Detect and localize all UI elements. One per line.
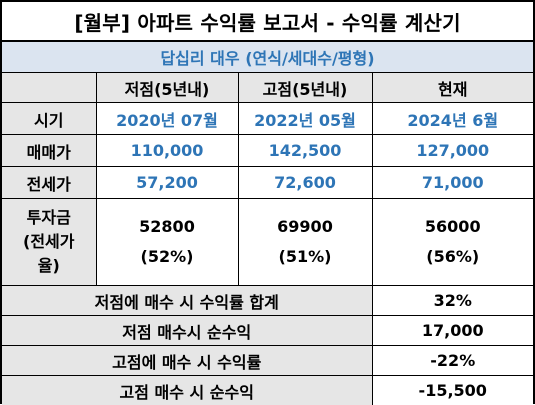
summary-label: 고점 매수 시 순수익	[2, 376, 372, 405]
investment-row: 투자금 (전세가 율) 52800 (52%) 69900 (51%) 5600…	[2, 199, 533, 286]
investment-ratio: (52%)	[97, 242, 238, 272]
summary-value: 32%	[372, 286, 533, 316]
sale-price-row: 매매가 110,000 142,500 127,000	[2, 135, 533, 167]
report-title: [월부] 아파트 수익률 보고서 - 수익률 계산기	[2, 2, 533, 42]
summary-row: 저점에 매수 시 수익률 합계 32%	[2, 286, 533, 316]
jeonse-price-low: 57,200	[96, 167, 238, 199]
investment-low: 52800 (52%)	[96, 199, 238, 286]
sale-price-low: 110,000	[96, 135, 238, 167]
investment-amount: 56000	[373, 212, 534, 242]
summary-row: 저점 매수시 순수익 17,000	[2, 316, 533, 346]
period-low: 2020년 07월	[96, 103, 238, 135]
investment-label-line: 투자금	[2, 206, 96, 230]
header-row: 저점(5년내) 고점(5년내) 현재	[2, 73, 533, 103]
header-high: 고점(5년내)	[238, 73, 372, 103]
summary-label: 저점에 매수 시 수익률 합계	[2, 286, 372, 316]
period-high: 2022년 05월	[238, 103, 372, 135]
jeonse-price-label: 전세가	[2, 167, 96, 199]
period-label: 시기	[2, 103, 96, 135]
summary-value: 17,000	[372, 316, 533, 346]
investment-ratio: (51%)	[239, 242, 372, 272]
investment-label-line: 율)	[2, 254, 96, 278]
jeonse-price-current: 71,000	[372, 167, 533, 199]
jeonse-price-high: 72,600	[238, 167, 372, 199]
investment-label-line: (전세가	[2, 230, 96, 254]
summary-label: 고점에 매수 시 수익률	[2, 346, 372, 376]
apartment-subtitle: 답십리 대우 (연식/세대수/평형)	[2, 42, 533, 73]
investment-current: 56000 (56%)	[372, 199, 533, 286]
sale-price-high: 142,500	[238, 135, 372, 167]
investment-amount: 52800	[97, 212, 238, 242]
sale-price-current: 127,000	[372, 135, 533, 167]
summary-label: 저점 매수시 순수익	[2, 316, 372, 346]
header-low: 저점(5년내)	[96, 73, 238, 103]
price-table: 저점(5년내) 고점(5년내) 현재 시기 2020년 07월 2022년 05…	[2, 73, 533, 405]
summary-value: -22%	[372, 346, 533, 376]
investment-label: 투자금 (전세가 율)	[2, 199, 96, 286]
investment-ratio: (56%)	[373, 242, 534, 272]
jeonse-price-row: 전세가 57,200 72,600 71,000	[2, 167, 533, 199]
investment-amount: 69900	[239, 212, 372, 242]
period-row: 시기 2020년 07월 2022년 05월 2024년 6월	[2, 103, 533, 135]
sale-price-label: 매매가	[2, 135, 96, 167]
investment-high: 69900 (51%)	[238, 199, 372, 286]
summary-row: 고점에 매수 시 수익률 -22%	[2, 346, 533, 376]
header-corner	[2, 73, 96, 103]
summary-value: -15,500	[372, 376, 533, 405]
summary-row: 고점 매수 시 순수익 -15,500	[2, 376, 533, 405]
header-current: 현재	[372, 73, 533, 103]
period-current: 2024년 6월	[372, 103, 533, 135]
